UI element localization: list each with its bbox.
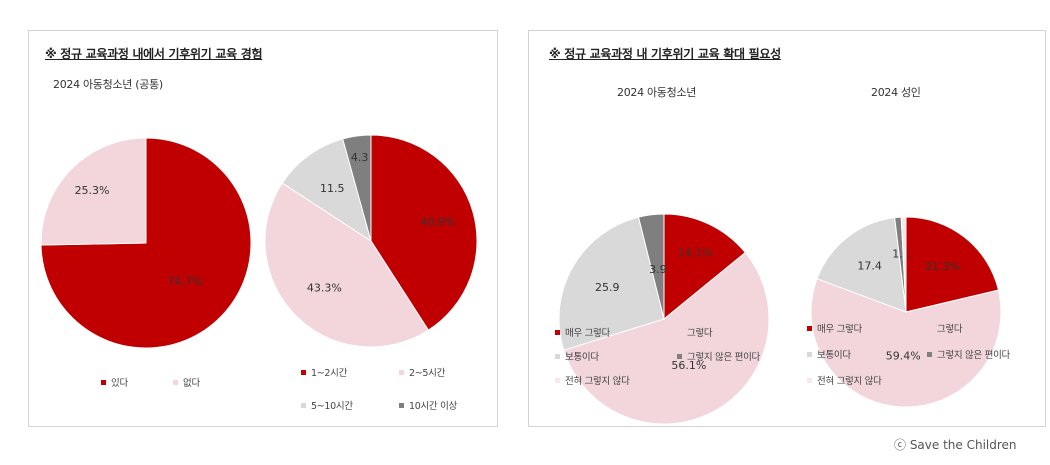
legend-swatch [927, 326, 932, 331]
legend-item: 5~10시간 [301, 398, 353, 412]
legend-swatch [399, 370, 404, 375]
pie-slice [905, 216, 1000, 313]
pie3-title: 2024 아동청소년 [617, 86, 697, 99]
pie-slice [40, 137, 147, 246]
pie-slice [810, 278, 1002, 408]
pie-slice [816, 217, 907, 313]
legend-item: 1~2시간 [301, 365, 347, 379]
pie-data-label: 1.1 [892, 247, 910, 260]
pie-slice [264, 182, 430, 348]
pie-slice [900, 216, 907, 313]
pie-data-label: 25.3% [75, 184, 110, 197]
legend-swatch [927, 352, 932, 357]
left-panel: ※ 정규 교육과정 내에서 기후위기 교육 경험 2024 아동청소년 (공통)… [28, 30, 498, 427]
pie-data-label: 3.9 [649, 263, 667, 276]
legend-item: 있다 [101, 375, 128, 389]
pie-slice [281, 138, 372, 243]
right-panel-title: ※ 정규 교육과정 내 기후위기 교육 확대 필요성 [549, 47, 781, 61]
pie1-title: 2024 아동청소년 (공통) [53, 78, 163, 91]
legend-item: 10시간 이상 [399, 398, 457, 412]
pie-data-label: 56.1% [671, 359, 706, 372]
right-panel: ※ 정규 교육과정 내 기후위기 교육 확대 필요성 2024 아동청소년 20… [528, 30, 1046, 427]
legend-swatch [555, 354, 560, 359]
pie-slice [342, 134, 372, 242]
legend-item: 보통이다 [555, 349, 599, 363]
pie-data-label: 17.4 [857, 260, 882, 273]
legend-item: 매우 그렇다 [807, 321, 862, 335]
pie-data-label: 14.1% [678, 247, 713, 260]
pie-data-label: 11.5 [320, 182, 345, 195]
legend-item: 그렇다 [927, 321, 963, 335]
pie-chart-education-experience: 74.7% 25.3% [40, 137, 252, 349]
pie-chart-need-adult: 21.3% 59.4% 17.4 1.1 [810, 216, 1002, 408]
pie4-title: 2024 성인 [871, 86, 921, 99]
legend-swatch [555, 330, 560, 335]
pie-data-label: 40.9% [421, 215, 456, 228]
legend-swatch [677, 354, 682, 359]
legend-item: 없다 [173, 375, 200, 389]
pie-data-label: 74.7% [167, 275, 202, 288]
legend-item: 매우 그렇다 [555, 325, 610, 339]
legend-swatch [677, 330, 682, 335]
pie-data-label: 59.4% [886, 350, 921, 363]
pie-slice [40, 137, 252, 349]
pie-data-label: 43.3% [307, 281, 342, 294]
pie-data-label: 21.3% [925, 260, 960, 273]
legend-swatch [301, 370, 306, 375]
legend-item: 2~5시간 [399, 365, 445, 379]
pie-slice [637, 213, 665, 320]
legend-swatch [301, 403, 306, 408]
legend-swatch [101, 380, 106, 385]
legend-item: 전혀 그렇지 않다 [807, 373, 882, 387]
pie-slice [663, 213, 747, 321]
legend-item: 전혀 그렇지 않다 [555, 373, 630, 387]
pie-data-label: 4.3 [351, 151, 369, 164]
legend-swatch [173, 380, 178, 385]
pie-chart-need-youth: 14.1% 56.1% 25.9 3.9 [558, 213, 770, 425]
legend-swatch [399, 403, 404, 408]
legend-item: 그렇지 않은 편이다 [677, 349, 760, 363]
pie-data-label: 25.9 [595, 281, 620, 294]
legend-swatch [807, 352, 812, 357]
legend-item: 그렇다 [677, 325, 713, 339]
legend-swatch [807, 378, 812, 383]
copyright-credit: ⓒ Save the Children [894, 438, 1017, 452]
pie-slice [563, 251, 770, 425]
pie-chart-education-hours: 40.9% 43.3% 11.5 4.3 [264, 134, 478, 348]
legend-item: 그렇지 않은 편이다 [927, 347, 1010, 361]
legend-swatch [807, 326, 812, 331]
legend-item: 보통이다 [807, 347, 851, 361]
legend-swatch [555, 378, 560, 383]
left-panel-title: ※ 정규 교육과정 내에서 기후위기 교육 경험 [45, 47, 263, 61]
